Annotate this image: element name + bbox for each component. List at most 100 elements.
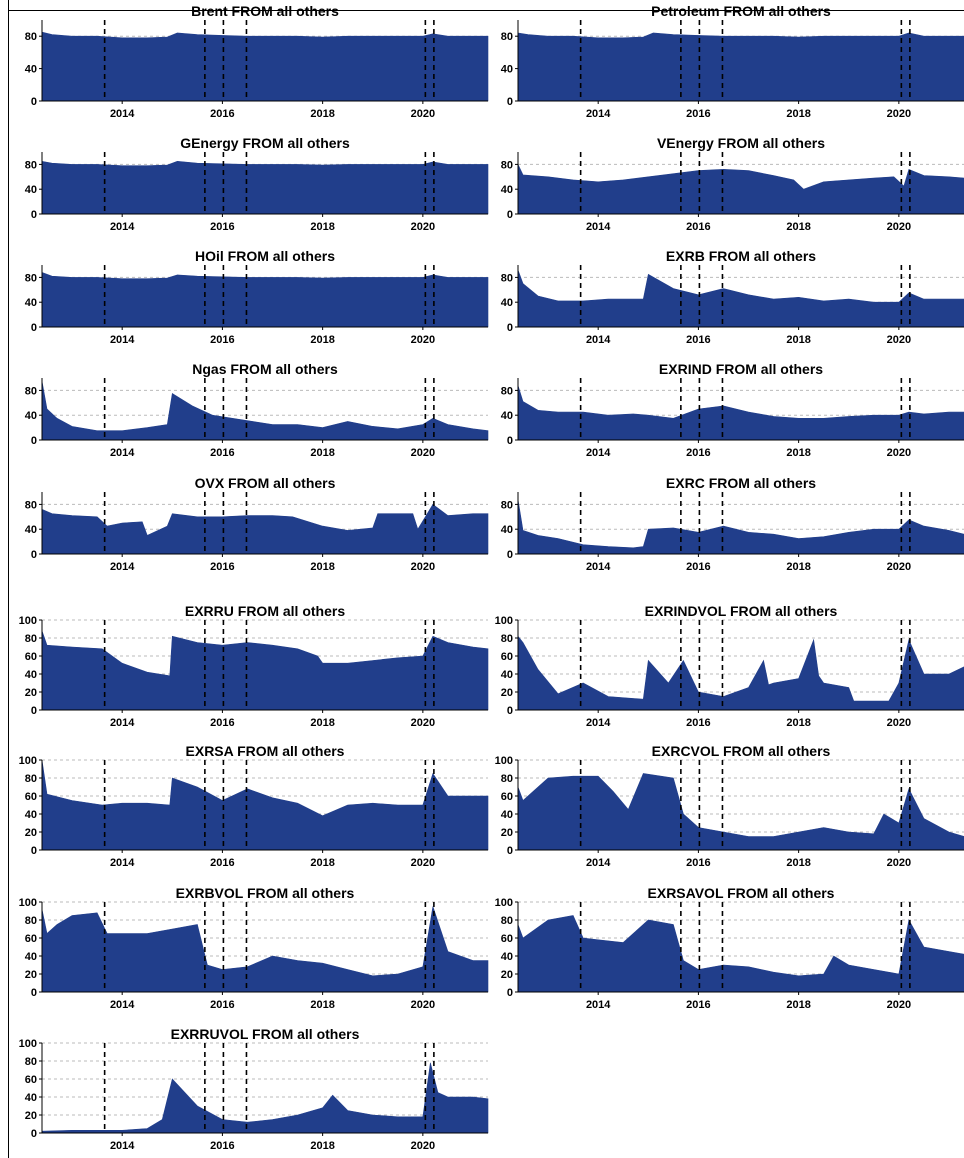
y-tick-label: 0 — [507, 549, 513, 561]
y-tick-label: 40 — [501, 809, 513, 821]
area-series — [41, 381, 489, 441]
y-tick-label: 20 — [25, 827, 37, 839]
area-series — [517, 635, 964, 711]
y-tick-label: 20 — [25, 969, 37, 981]
panel-title: EXRRU FROM all others — [185, 603, 345, 619]
x-tick-label: 2018 — [310, 334, 334, 346]
y-tick-label: 60 — [25, 651, 37, 663]
x-tick-label: 2016 — [686, 717, 710, 729]
panel-title: Ngas FROM all others — [192, 361, 338, 377]
y-tick-label: 0 — [507, 987, 513, 999]
x-tick-label: 2018 — [786, 108, 810, 120]
x-tick-label: 2018 — [310, 1140, 334, 1152]
x-tick-label: 2018 — [310, 857, 334, 869]
x-tick-label: 2014 — [110, 447, 135, 459]
y-tick-label: 80 — [25, 499, 37, 511]
x-tick-label: 2018 — [310, 717, 334, 729]
x-tick-label: 2014 — [110, 561, 135, 573]
y-tick-label: 80 — [25, 1056, 37, 1068]
y-tick-label: 0 — [507, 209, 513, 221]
y-tick-label: 0 — [31, 845, 37, 857]
area-series — [41, 31, 489, 102]
y-tick-label: 40 — [501, 184, 513, 196]
y-tick-label: 80 — [501, 159, 513, 171]
area-series — [41, 503, 489, 555]
y-tick-label: 0 — [507, 845, 513, 857]
x-tick-label: 2014 — [586, 447, 611, 459]
panel-petroleum-from-all-others: Petroleum FROM all others 0 40 80 2014 2016 20… — [501, 3, 964, 120]
y-tick-label: 100 — [19, 615, 37, 627]
x-tick-label: 2016 — [686, 999, 710, 1011]
x-tick-label: 2014 — [110, 857, 135, 869]
y-tick-label: 40 — [501, 669, 513, 681]
y-tick-label: 100 — [19, 1038, 37, 1050]
panel-hoil-from-all-others: HOil FROM all others 0 40 80 2014 2016 2018 202… — [25, 248, 489, 346]
y-tick-label: 0 — [507, 705, 513, 717]
y-tick-label: 60 — [501, 791, 513, 803]
y-tick-label: 80 — [501, 915, 513, 927]
panel-title: EXRINDVOL FROM all others — [645, 603, 838, 619]
panel-exrsa-from-all-others: EXRSA FROM all others 0 20 40 60 80 100 2014 201… — [19, 743, 489, 869]
y-tick-label: 0 — [31, 322, 37, 334]
x-tick-label: 2018 — [310, 561, 334, 573]
y-tick-label: 60 — [25, 1074, 37, 1086]
y-tick-label: 80 — [25, 272, 37, 284]
area-series — [41, 906, 489, 993]
y-tick-label: 80 — [25, 633, 37, 645]
x-tick-label: 2020 — [411, 221, 435, 233]
x-tick-label: 2014 — [110, 334, 135, 346]
panel-ovx-from-all-others: OVX FROM all others 0 40 80 2014 2016 2018 2020 — [25, 475, 489, 573]
x-tick-label: 2016 — [210, 857, 234, 869]
x-tick-label: 2020 — [887, 334, 911, 346]
x-tick-label: 2018 — [786, 561, 810, 573]
y-tick-label: 0 — [31, 435, 37, 447]
x-tick-label: 2020 — [887, 561, 911, 573]
panel-exrbvol-from-all-others: EXRBVOL FROM all others 0 20 40 60 80 100 2014 2… — [19, 885, 489, 1011]
y-tick-label: 40 — [25, 669, 37, 681]
y-tick-label: 40 — [501, 951, 513, 963]
panel-title: GEnergy FROM all others — [180, 135, 350, 151]
y-tick-label: 60 — [501, 933, 513, 945]
x-tick-label: 2020 — [411, 717, 435, 729]
x-tick-label: 2020 — [411, 334, 435, 346]
x-tick-label: 2014 — [110, 717, 135, 729]
y-tick-label: 0 — [507, 96, 513, 108]
panel-title: EXRCVOL FROM all others — [652, 743, 831, 759]
x-tick-label: 2014 — [110, 108, 135, 120]
x-tick-label: 2018 — [786, 221, 810, 233]
x-tick-label: 2016 — [686, 108, 710, 120]
x-tick-label: 2014 — [586, 857, 611, 869]
panel-exrc-from-all-others: EXRC FROM all others 0 40 80 2014 2016 2018 202… — [501, 475, 964, 573]
panel-title: EXRSAVOL FROM all others — [648, 885, 835, 901]
x-tick-label: 2014 — [586, 108, 611, 120]
y-tick-label: 0 — [31, 96, 37, 108]
y-tick-label: 0 — [31, 209, 37, 221]
panel-title: Brent FROM all others — [191, 3, 339, 19]
x-tick-label: 2020 — [411, 561, 435, 573]
y-tick-label: 60 — [501, 651, 513, 663]
area-series — [41, 1062, 489, 1134]
panel-exrind-from-all-others: EXRIND FROM all others 0 40 80 2014 2016 2018 2… — [501, 361, 964, 459]
x-tick-label: 2014 — [110, 999, 135, 1011]
panel-exrru-from-all-others: EXRRU FROM all others 0 20 40 60 80 100 2014 201… — [19, 603, 489, 729]
x-tick-label: 2020 — [887, 717, 911, 729]
x-tick-label: 2014 — [110, 1140, 135, 1152]
y-tick-label: 40 — [25, 524, 37, 536]
y-tick-label: 40 — [25, 951, 37, 963]
area-series — [41, 759, 489, 851]
y-tick-label: 80 — [25, 31, 37, 43]
y-tick-label: 0 — [31, 549, 37, 561]
y-tick-label: 100 — [19, 755, 37, 767]
x-tick-label: 2016 — [210, 999, 234, 1011]
y-tick-label: 0 — [31, 1128, 37, 1140]
area-series — [517, 499, 964, 555]
x-tick-label: 2016 — [686, 857, 710, 869]
y-tick-label: 40 — [501, 410, 513, 422]
x-tick-label: 2020 — [887, 999, 911, 1011]
panel-venergy-from-all-others: VEnergy FROM all others 0 40 80 2014 2016 2018… — [501, 135, 964, 233]
x-tick-label: 2020 — [887, 857, 911, 869]
x-tick-label: 2014 — [586, 221, 611, 233]
y-tick-label: 20 — [501, 687, 513, 699]
x-tick-label: 2018 — [786, 447, 810, 459]
